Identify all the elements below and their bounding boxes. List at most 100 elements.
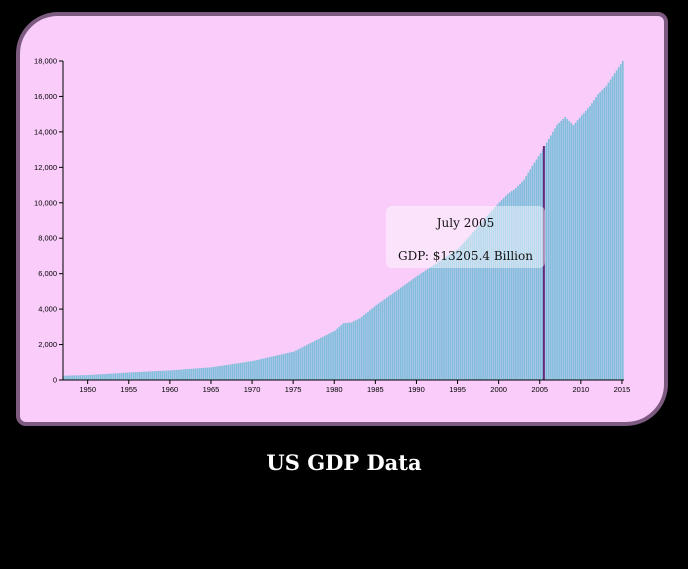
gdp-bar: [613, 73, 616, 381]
gdp-bar: [106, 373, 108, 380]
gdp-bar: [122, 372, 125, 380]
gdp-bar: [580, 115, 583, 380]
gdp-bar: [589, 106, 591, 381]
gdp-bar: [344, 323, 347, 380]
gdp-bar: [568, 121, 571, 380]
gdp-bar: [564, 117, 567, 380]
gdp-bar: [134, 372, 137, 380]
gdp-bar: [352, 321, 355, 380]
gdp-bar: [478, 225, 480, 380]
gdp-bar: [519, 183, 521, 380]
gdp-bar: [299, 348, 302, 380]
gdp-bar: [342, 323, 345, 380]
gdp-bar: [397, 289, 400, 380]
gdp-bar: [356, 319, 359, 380]
gdp-bar: [486, 216, 489, 380]
x-tick-label: 1955: [120, 385, 137, 394]
gdp-bar: [377, 303, 380, 380]
y-tick-label: 4,000: [38, 305, 57, 314]
gdp-bar: [605, 85, 608, 381]
gdp-bar: [243, 362, 246, 380]
gdp-bar: [482, 220, 484, 380]
gdp-bar: [190, 368, 193, 380]
gdp-bar: [513, 189, 515, 380]
gdp-bar: [317, 338, 320, 380]
gdp-bar: [278, 354, 281, 380]
gdp-bar: [469, 234, 472, 380]
gdp-bar: [595, 97, 597, 381]
gdp-bar: [118, 373, 121, 380]
gdp-bar: [83, 375, 86, 380]
gdp-bar: [502, 198, 505, 380]
gdp-bar: [87, 375, 90, 380]
gdp-bar: [208, 367, 211, 380]
y-tick-label: 0: [53, 376, 57, 385]
gdp-bar: [510, 190, 513, 380]
gdp-bar: [367, 311, 369, 380]
gdp-bar: [591, 103, 593, 380]
gdp-bar: [161, 370, 164, 380]
gdp-bar: [69, 375, 71, 380]
gdp-bar: [334, 330, 336, 380]
gdp-bar: [506, 193, 509, 380]
gdp-bar: [529, 169, 532, 380]
gdp-bar: [521, 181, 523, 380]
gdp-bar: [498, 202, 501, 380]
gdp-bar: [412, 278, 415, 380]
gdp-bar: [91, 374, 94, 380]
gdp-bar: [196, 368, 199, 380]
y-tick-label: 12,000: [34, 163, 57, 172]
gdp-bar: [434, 263, 437, 380]
gdp-bar: [545, 142, 548, 380]
gdp-bar: [430, 266, 433, 380]
gdp-bar: [556, 124, 558, 380]
x-axis: 1950 1955 1960 1965 1970 1975 1980 1985 1990 1995…: [79, 380, 630, 394]
gdp-bar: [151, 371, 154, 380]
gdp-bar: [369, 310, 371, 380]
gdp-bar: [132, 372, 135, 380]
gdp-bar: [225, 365, 228, 380]
gdp-bar: [480, 223, 482, 380]
gdp-bar: [192, 368, 195, 380]
gdp-bar: [354, 320, 357, 380]
gdp-bar: [323, 335, 326, 380]
gdp-bar: [494, 206, 497, 380]
gdp-bar: [219, 366, 221, 380]
gdp-bar: [239, 362, 242, 380]
gdp-bar: [467, 237, 470, 380]
gdp-bar: [473, 230, 476, 380]
gdp-bar: [449, 254, 452, 380]
gdp-bar: [157, 370, 160, 380]
gdp-bar: [457, 248, 460, 380]
gdp-bar: [79, 375, 82, 380]
gdp-bar: [375, 305, 378, 380]
tooltip: July 2005 GDP: $13205.4 Billion: [386, 206, 545, 268]
gdp-bar: [108, 373, 110, 380]
gdp-bar: [104, 374, 106, 380]
gdp-bar: [410, 280, 412, 380]
gdp-bar: [315, 339, 318, 380]
gdp-bar: [373, 306, 376, 380]
gdp-bar: [102, 374, 104, 380]
x-tick-label: 1970: [244, 385, 261, 394]
gdp-bar: [136, 372, 139, 380]
gdp-bar: [309, 343, 312, 380]
gdp-bar: [363, 315, 365, 380]
x-tick-label: 1990: [408, 385, 425, 394]
gdp-bar: [332, 331, 334, 380]
gdp-bar: [85, 375, 88, 380]
gdp-bar: [180, 369, 182, 380]
gdp-bar: [247, 361, 250, 380]
gdp-bar: [490, 211, 493, 380]
x-tick-label: 2000: [490, 385, 507, 394]
gdp-bar: [178, 369, 180, 380]
y-tick-label: 14,000: [34, 127, 57, 136]
gdp-bar: [124, 372, 127, 380]
gdp-bar: [99, 374, 102, 380]
gdp-bar: [81, 375, 84, 380]
gdp-bar: [391, 293, 394, 380]
gdp-bar: [274, 355, 277, 380]
gdp-bar: [360, 316, 363, 380]
gdp-bar: [202, 367, 205, 380]
